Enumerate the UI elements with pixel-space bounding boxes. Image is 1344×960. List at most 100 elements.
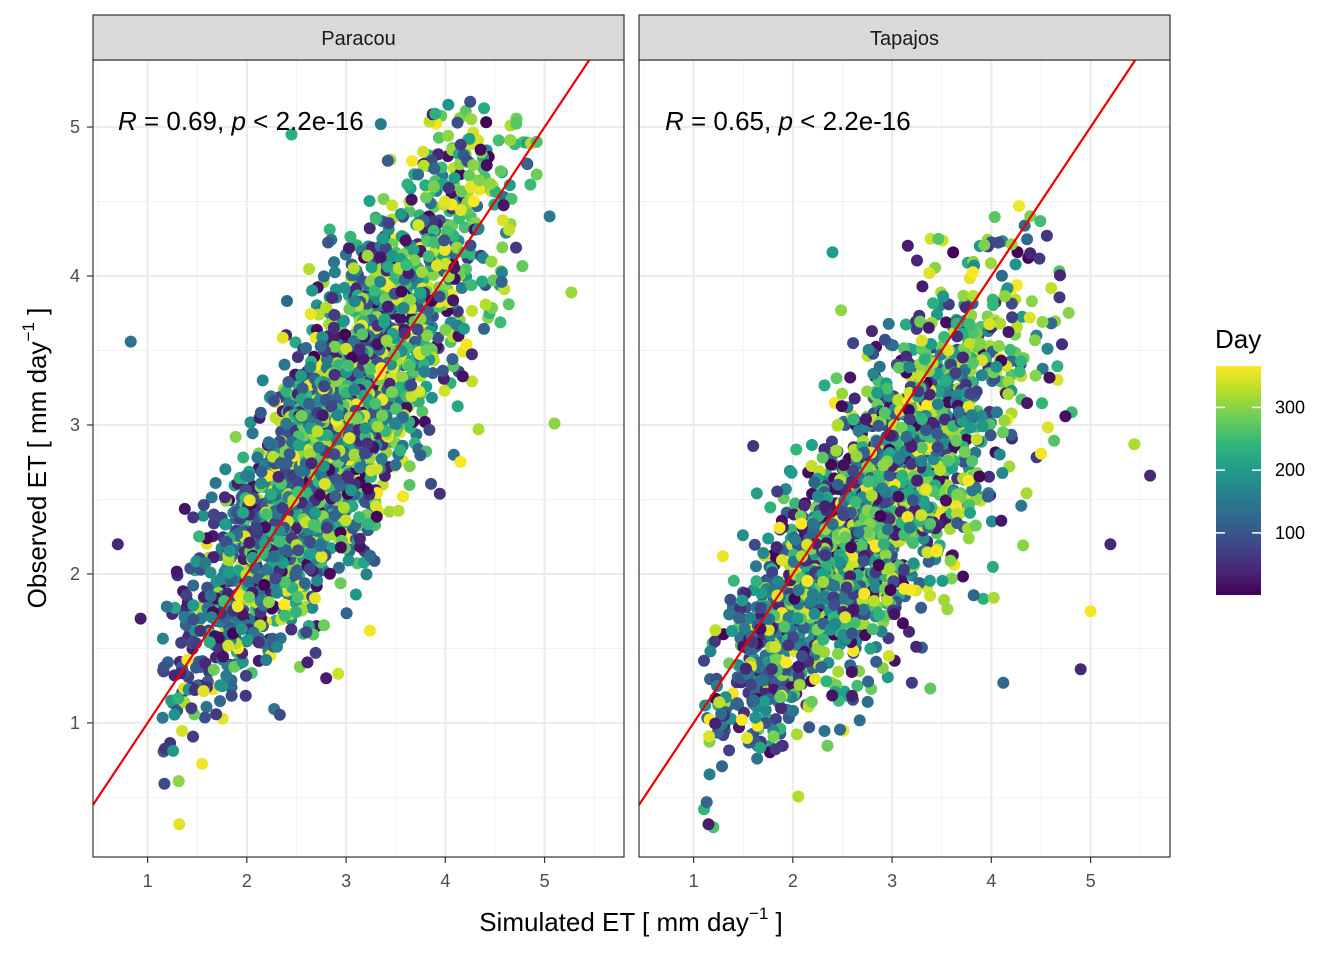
data-point xyxy=(775,702,787,715)
data-point xyxy=(877,538,890,551)
data-point xyxy=(474,143,487,156)
data-point xyxy=(412,219,425,232)
data-point xyxy=(448,172,461,185)
data-point xyxy=(338,281,351,294)
data-point xyxy=(309,592,321,605)
data-point xyxy=(932,232,945,245)
data-point xyxy=(892,393,905,406)
data-point xyxy=(276,331,289,344)
data-point xyxy=(403,479,416,491)
data-point xyxy=(860,413,872,426)
data-point xyxy=(311,425,324,438)
data-point xyxy=(317,270,330,283)
data-point xyxy=(357,352,370,365)
data-point xyxy=(260,564,273,577)
data-point xyxy=(741,732,753,744)
data-point xyxy=(940,316,953,329)
data-point xyxy=(1002,388,1015,401)
data-point xyxy=(516,260,529,273)
data-point xyxy=(782,639,795,652)
data-point xyxy=(406,155,419,167)
data-point xyxy=(778,620,791,633)
data-point xyxy=(893,361,906,374)
data-point xyxy=(724,593,737,606)
data-point xyxy=(466,304,478,317)
data-point xyxy=(861,695,874,708)
data-point xyxy=(361,482,374,495)
data-point xyxy=(942,454,955,467)
data-point xyxy=(748,694,760,707)
data-point xyxy=(341,470,354,483)
data-point xyxy=(448,262,461,274)
data-point xyxy=(318,380,331,393)
data-point xyxy=(957,570,969,583)
data-point xyxy=(244,416,257,429)
data-point xyxy=(465,279,478,292)
data-point xyxy=(1013,200,1026,212)
data-point xyxy=(322,236,335,249)
data-point xyxy=(343,432,356,445)
data-point xyxy=(703,768,716,781)
data-point xyxy=(381,300,394,313)
data-point xyxy=(920,424,932,436)
data-point xyxy=(328,266,341,279)
data-point xyxy=(432,131,445,144)
data-point xyxy=(158,777,171,790)
data-point xyxy=(441,225,454,238)
data-point xyxy=(187,730,199,743)
data-point xyxy=(1036,397,1048,410)
data-point xyxy=(460,338,473,351)
data-point xyxy=(465,113,478,126)
data-point xyxy=(830,372,843,385)
data-point xyxy=(1013,365,1026,378)
data-point xyxy=(934,464,947,477)
data-point xyxy=(749,711,762,724)
data-point xyxy=(292,439,305,452)
data-point xyxy=(900,350,913,363)
data-point xyxy=(300,342,312,354)
data-point xyxy=(757,547,770,559)
data-point xyxy=(805,460,818,472)
data-point xyxy=(250,522,263,535)
data-point xyxy=(769,743,782,756)
data-point xyxy=(820,675,833,688)
data-point xyxy=(808,607,821,620)
p-symbol: p xyxy=(230,106,245,136)
data-point xyxy=(255,477,268,490)
data-point xyxy=(303,263,316,275)
data-point xyxy=(314,340,327,353)
data-point xyxy=(334,479,347,492)
data-point xyxy=(903,521,916,534)
data-point xyxy=(329,490,342,503)
data-point xyxy=(204,590,217,602)
data-point xyxy=(343,242,355,255)
data-point xyxy=(442,182,455,194)
data-point xyxy=(229,430,242,443)
data-point xyxy=(353,532,366,545)
data-point xyxy=(300,626,313,639)
data-point xyxy=(992,340,1005,353)
data-point xyxy=(304,308,317,320)
data-point xyxy=(496,266,508,279)
data-point xyxy=(739,662,752,675)
r-value: = 0.65, xyxy=(684,106,779,136)
data-point xyxy=(769,640,782,653)
data-point xyxy=(974,337,987,350)
data-point xyxy=(193,530,206,543)
data-point xyxy=(846,627,858,640)
data-point xyxy=(901,239,914,252)
data-point xyxy=(451,116,464,129)
data-point xyxy=(328,340,341,353)
data-point xyxy=(313,489,326,502)
data-point xyxy=(900,318,912,331)
data-point xyxy=(973,470,986,483)
data-point xyxy=(243,470,256,483)
data-point xyxy=(496,214,509,227)
data-point xyxy=(924,589,937,602)
data-point xyxy=(176,724,189,737)
data-point xyxy=(855,539,868,552)
data-point xyxy=(938,594,951,606)
data-point xyxy=(432,331,445,344)
